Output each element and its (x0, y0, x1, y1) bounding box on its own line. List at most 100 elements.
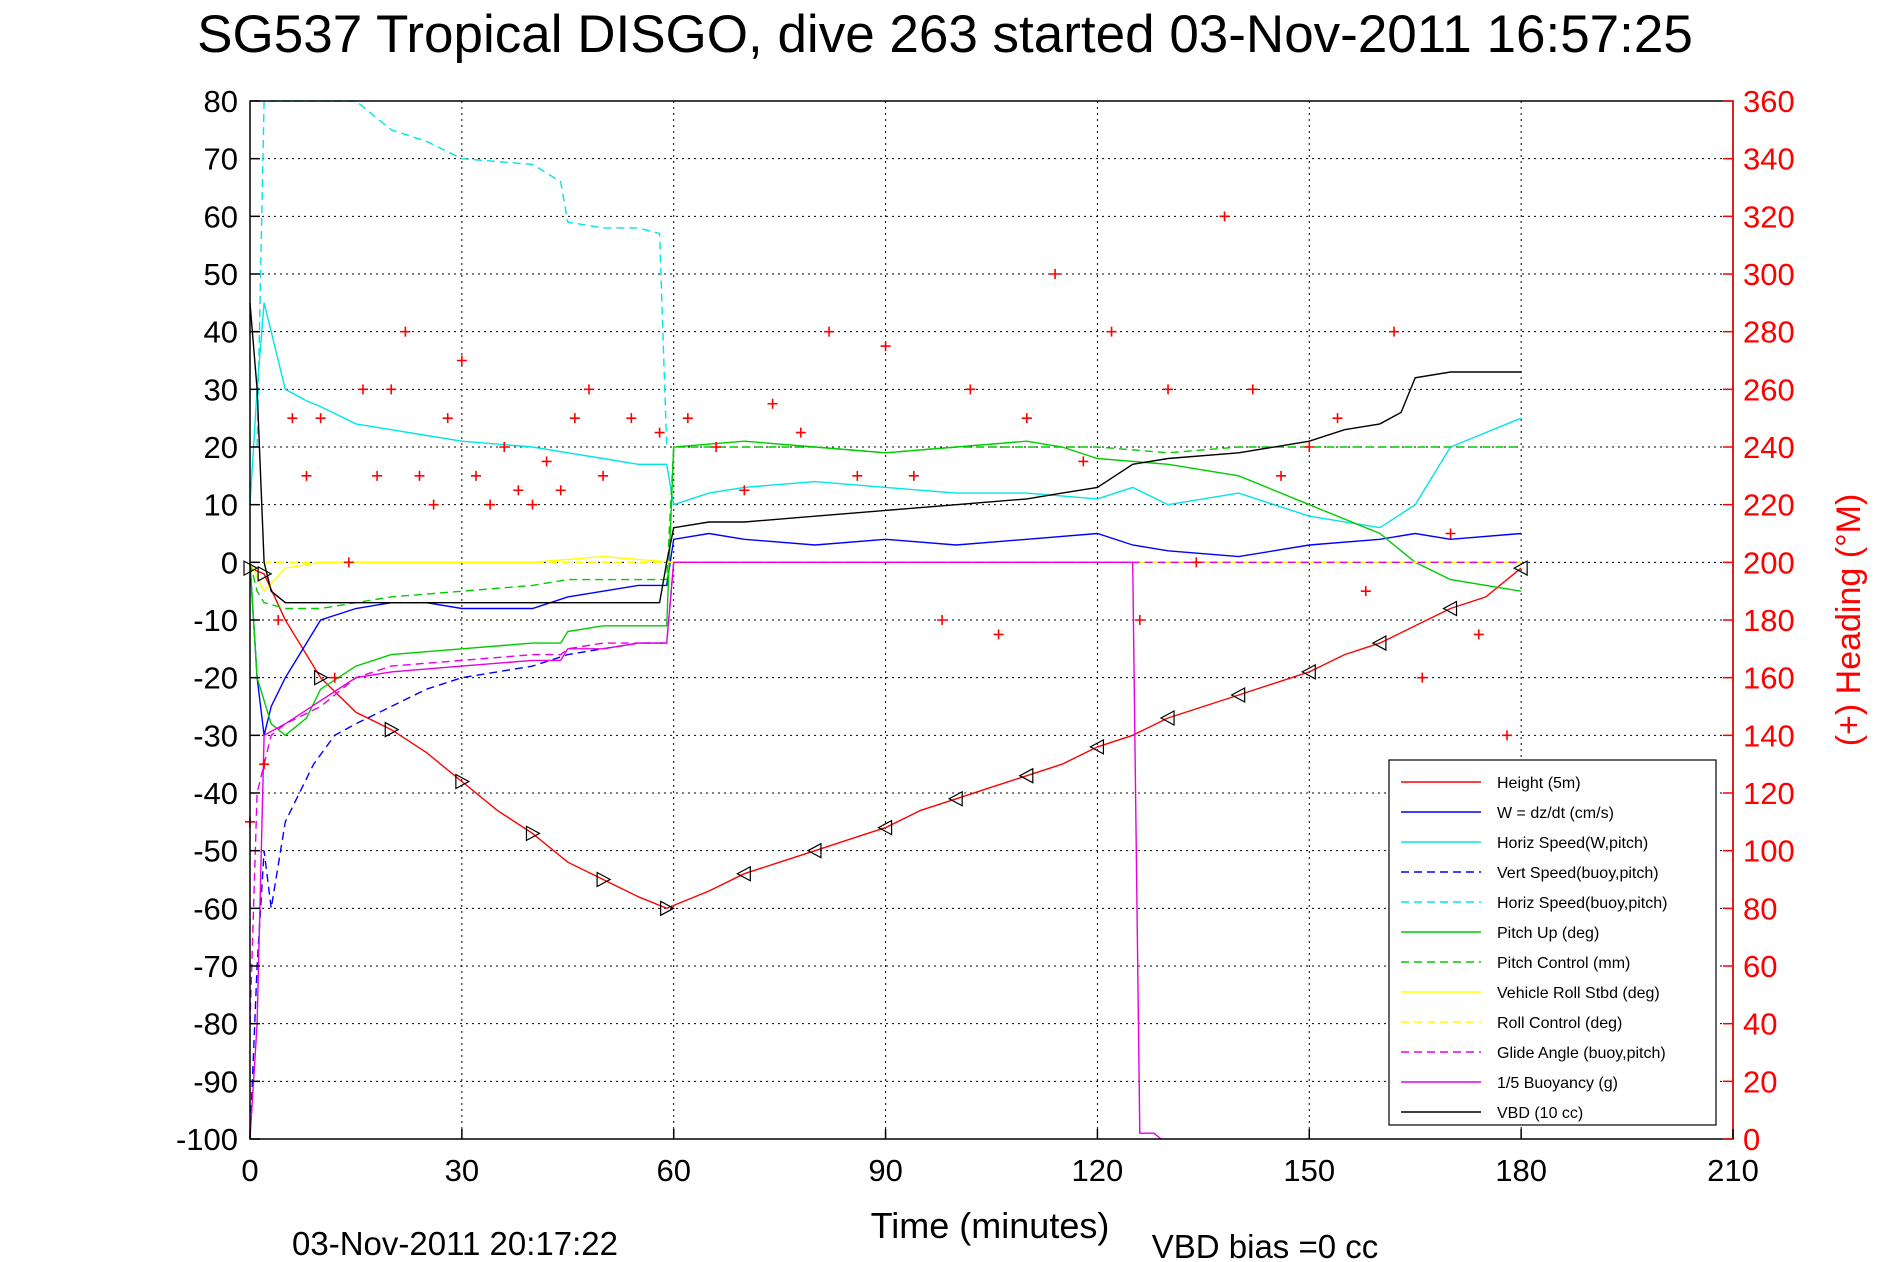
heading-point (711, 442, 722, 452)
heading-point (273, 615, 284, 625)
heading-point (1360, 586, 1371, 597)
series-line-11 (249, 302, 1522, 604)
height-marker (455, 773, 471, 790)
y-tick-label: -50 (193, 834, 238, 869)
heading-point (372, 470, 383, 481)
legend-label: Glide Angle (buoy,pitch) (1497, 1045, 1666, 1062)
y2-tick-label: 300 (1743, 257, 1795, 292)
y2-tick-label: 220 (1743, 488, 1795, 523)
y-tick-label: -100 (176, 1122, 238, 1157)
heading-point (1502, 730, 1513, 741)
heading-point (880, 341, 891, 352)
legend: Height (5m) W = dz/dt (cm/s) Horiz Speed(W… (1388, 759, 1717, 1126)
y-tick-label: 40 (204, 315, 238, 350)
legend-label: 1/5 Buoyancy (g) (1497, 1075, 1618, 1092)
y2-tick-label: 100 (1743, 834, 1795, 869)
height-marker (1371, 635, 1387, 652)
heading-point (485, 499, 496, 510)
y2-tick-label: 60 (1743, 949, 1777, 984)
y-tick-labels: 80 70 60 50 40 30 20 10 0 -10 -20 -30 -40 -50 -60 -70 -8… (176, 84, 238, 1157)
heading-point (583, 384, 594, 395)
y2-axis-label: (+) Heading (°M) (1830, 494, 1868, 747)
heading-point (654, 427, 665, 438)
height-marker (384, 721, 400, 738)
y-tick-label: -30 (193, 718, 238, 753)
series-line-3 (249, 642, 667, 1140)
heading-point (795, 427, 806, 438)
legend-label: Pitch Up (deg) (1497, 925, 1599, 942)
heading-point (456, 355, 467, 366)
y-tick-label: -20 (193, 661, 238, 696)
footer-timestamp: 03-Nov-2011 20:17:22 (292, 1225, 618, 1262)
heading-point (626, 413, 637, 424)
y-tick-label: -10 (193, 603, 238, 638)
series-lines (249, 100, 1522, 1140)
heading-point (569, 413, 580, 424)
height-marker (1089, 738, 1105, 755)
heading-point (442, 413, 453, 424)
heading-point (824, 326, 835, 337)
heading-point (682, 413, 693, 424)
heading-point (1417, 672, 1428, 683)
legend-label: Vert Speed(buoy,pitch) (1497, 865, 1659, 882)
x-tick-label: 90 (868, 1153, 902, 1188)
heading-point (1078, 456, 1089, 467)
y2-tick-label: 280 (1743, 315, 1795, 350)
heading-point (527, 499, 538, 510)
heading-point (287, 413, 298, 424)
heading-point (470, 470, 481, 481)
heading-point (499, 442, 510, 452)
height-marker (660, 900, 675, 917)
heading-point (1247, 384, 1258, 395)
heading-point (259, 759, 270, 770)
heading-point (1276, 470, 1287, 481)
heading-point (315, 413, 326, 424)
x-tick-label: 210 (1707, 1153, 1759, 1188)
series-line-10 (249, 561, 1162, 1140)
heading-point (541, 456, 552, 467)
y2-tick-label: 20 (1743, 1064, 1777, 1099)
legend-label: Vehicle Roll Stbd (deg) (1497, 985, 1660, 1002)
x-axis-label: Time (minutes) (871, 1205, 1110, 1246)
heading-point (1106, 326, 1117, 337)
y2-tick-label: 80 (1743, 891, 1777, 926)
heading-point (414, 470, 425, 481)
height-marker (806, 842, 822, 859)
vbd-bias-label: VBD bias =0 cc (1152, 1228, 1379, 1262)
y-tick-label: -70 (193, 949, 238, 984)
height-marker (877, 819, 893, 836)
heading-point (357, 384, 368, 395)
heading-point (993, 629, 1004, 640)
height-marker (257, 565, 273, 582)
x-tick-label: 60 (656, 1153, 690, 1188)
x-tick-label: 150 (1283, 1153, 1335, 1188)
y-tick-label: 10 (204, 488, 238, 523)
y-tick-label: -60 (193, 891, 238, 926)
heading-markers (245, 211, 1513, 827)
heading-point (1163, 384, 1174, 395)
x-tick-label: 180 (1495, 1153, 1547, 1188)
y-tick-label: 20 (204, 430, 238, 465)
legend-label: W = dz/dt (cm/s) (1497, 805, 1614, 822)
heading-point (555, 485, 566, 496)
heading-point (1389, 326, 1400, 337)
legend-box (1388, 759, 1717, 1126)
heading-point (1050, 269, 1061, 279)
y2-tick-labels: 3603403203002802602402202001801601401201… (1743, 84, 1795, 1157)
height-marker (1230, 686, 1246, 703)
x-tick-labels: 0 30 60 90 120 150 180 210 (241, 1153, 1758, 1188)
height-marker (525, 825, 541, 842)
heading-point (937, 615, 948, 625)
series-line-6 (249, 446, 1522, 610)
y2-tick-label: 160 (1743, 661, 1795, 696)
height-marker (314, 669, 329, 686)
height-marker (1512, 560, 1528, 577)
heading-point (1445, 528, 1456, 539)
heading-point (1332, 413, 1343, 424)
heading-point (1021, 413, 1032, 424)
heading-point (1219, 211, 1230, 222)
height-marker (1018, 767, 1034, 784)
y2-tick-label: 360 (1743, 84, 1795, 119)
heading-point (598, 470, 609, 481)
